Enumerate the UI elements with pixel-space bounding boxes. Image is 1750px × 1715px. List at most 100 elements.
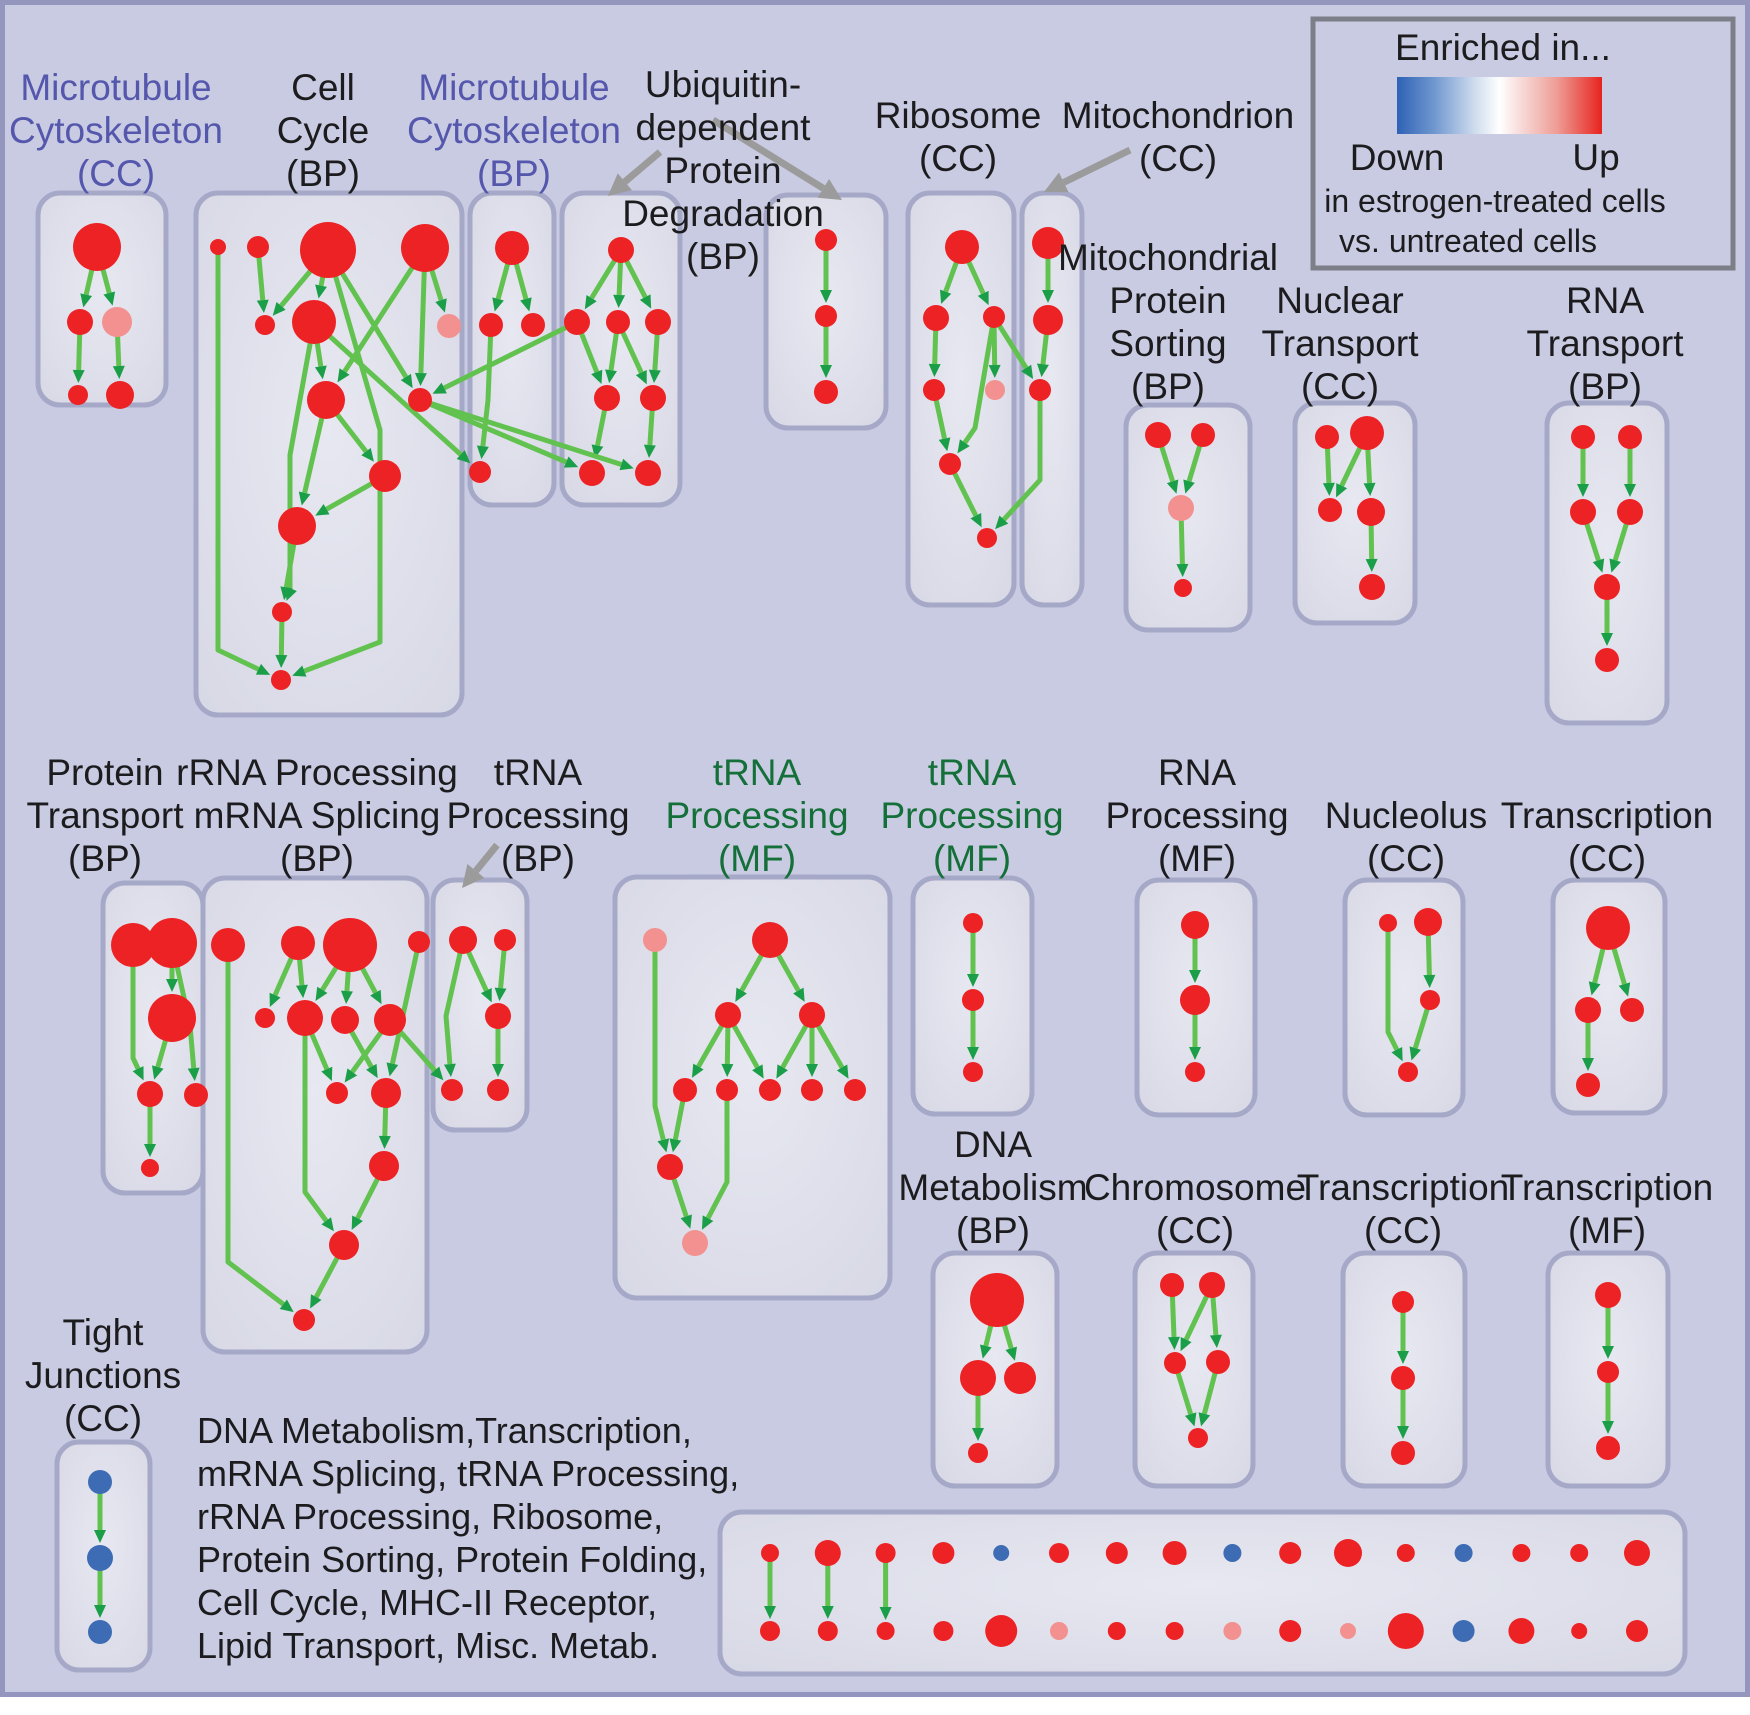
edge-r3-m3-head — [1021, 364, 1034, 380]
go-term-node-c4 — [401, 224, 449, 272]
edge-d1-d3-head — [1005, 1346, 1017, 1361]
go-term-node-bgB3 — [933, 1621, 954, 1641]
go-term-node-t1 — [1571, 425, 1595, 449]
edge-s3-s4-head — [1176, 563, 1189, 578]
edge-u2-c9 — [443, 319, 579, 391]
edge-b2-b4-head — [476, 445, 489, 460]
edge-v2-v3-head — [820, 365, 832, 378]
edge-f1-f10-head — [657, 1138, 670, 1153]
edge-n4-n5-head — [1365, 558, 1378, 573]
go-term-node-w2 — [1575, 997, 1601, 1023]
edge-x1-x3-head — [1168, 1336, 1180, 1351]
go-term-node-tb5 — [487, 1079, 509, 1101]
go-term-node-bgT5 — [1049, 1543, 1069, 1563]
go-term-node-t4 — [1617, 499, 1643, 525]
go-term-node-c6 — [292, 300, 336, 344]
go-term-node-x4 — [1206, 1350, 1230, 1374]
go-term-node-c10 — [369, 460, 401, 492]
label-rna-transport: RNA Transport (BP) — [1527, 280, 1685, 407]
edge-j2-j3-head — [94, 1605, 106, 1618]
edge-z1-z2-head — [1602, 1346, 1614, 1359]
edge-q2-q6-head — [295, 984, 308, 999]
edge-x4-x5-head — [1198, 1412, 1211, 1427]
go-term-node-n2 — [1350, 416, 1384, 450]
go-term-node-n4 — [1357, 498, 1385, 526]
label-rna-processing-mf: RNA Processing (MF) — [1105, 752, 1288, 879]
edge-h2-h3-head — [1189, 1047, 1201, 1060]
edge-u2-c9-head — [432, 382, 447, 394]
go-term-node-x5 — [1188, 1428, 1208, 1448]
edge-c8-c10-head — [361, 447, 374, 462]
edge-c1-c13-head — [255, 663, 271, 675]
edge-q4-q10 — [389, 941, 422, 1065]
go-term-node-p1 — [111, 923, 155, 967]
go-term-node-tb3 — [485, 1003, 511, 1029]
go-term-node-f2 — [752, 922, 788, 958]
edge-a2-a4-head — [72, 369, 85, 384]
edge-c10-c11-head — [315, 503, 330, 516]
go-term-node-f6 — [716, 1079, 738, 1101]
go-term-node-f10 — [657, 1154, 683, 1180]
go-term-node-r2 — [923, 305, 949, 331]
go-term-node-x3 — [1164, 1352, 1186, 1374]
edge-q12-q13-head — [310, 1294, 322, 1309]
edge-k3-k4-head — [1409, 1046, 1422, 1061]
box-trna-processing-mf-1 — [612, 874, 893, 1301]
go-term-node-u3 — [606, 310, 630, 334]
go-term-node-d4 — [968, 1443, 988, 1463]
go-term-node-r7 — [977, 528, 997, 548]
edge-q11-q12-head — [351, 1215, 363, 1230]
edge-c4-c8 — [342, 246, 428, 373]
edge-f1-f10 — [652, 940, 666, 1141]
go-term-node-r3 — [983, 306, 1005, 328]
edge-w2-w4-head — [1582, 1058, 1594, 1071]
edge-c3-c5-head — [272, 301, 286, 316]
go-term-node-u7 — [579, 460, 605, 486]
go-term-node-bgB8 — [1223, 1622, 1242, 1640]
edge-f6-f11 — [705, 1090, 730, 1220]
label-microtubule-cytoskeleton-bp: Microtubule Cytoskeleton (BP) — [407, 67, 621, 194]
go-term-node-n1 — [1315, 425, 1339, 449]
go-term-node-k4 — [1398, 1062, 1418, 1082]
go-term-node-r1 — [945, 230, 979, 264]
edge-q3-q6-head — [315, 986, 328, 1001]
go-term-node-tb4 — [441, 1079, 463, 1101]
edge-f4-f8-head — [806, 1064, 818, 1077]
go-term-node-bgT13 — [1512, 1544, 1531, 1562]
go-term-node-z2 — [1597, 1361, 1619, 1383]
edge-f10-f11-head — [680, 1214, 692, 1229]
label-chromosome: Chromosome (CC) — [1084, 1167, 1306, 1251]
legend-layer: Enriched in... Down Up in estrogen-treated … — [1310, 16, 1736, 271]
go-term-node-c5 — [255, 315, 275, 335]
go-term-node-u1 — [608, 237, 634, 263]
go-term-node-tb2 — [494, 929, 516, 951]
edge-n1-n3-head — [1322, 482, 1335, 497]
label-mitochondrion: Mitochondrion (CC) — [1062, 95, 1294, 179]
go-term-node-j2 — [87, 1545, 113, 1571]
go-term-node-b3 — [521, 313, 545, 337]
edge-u1-u4-head — [639, 294, 652, 309]
go-term-node-m2 — [1033, 305, 1063, 335]
edge-u3-u6-head — [635, 370, 647, 385]
edge-q6-q12 — [302, 1018, 329, 1223]
go-term-node-f3 — [715, 1002, 741, 1028]
go-term-node-s2 — [1191, 423, 1215, 447]
edge-g2-g3-head — [967, 1047, 979, 1060]
edge-g1-g2-head — [967, 974, 979, 987]
go-term-node-g1 — [963, 913, 983, 933]
box-rna-transport — [1544, 400, 1670, 726]
go-term-node-n3 — [1318, 498, 1342, 522]
label-protein-transport: Protein Transport (BP) — [27, 752, 185, 879]
pointer-mitochondrion-head — [1044, 172, 1069, 193]
go-term-node-q1 — [211, 928, 245, 962]
label-trna-processing-mf-1: tRNA Processing (MF) — [665, 752, 848, 879]
edge-a1-a2-head — [80, 293, 93, 308]
go-term-node-a3 — [102, 307, 132, 337]
go-term-node-t6 — [1595, 648, 1619, 672]
go-term-node-c2 — [247, 236, 269, 258]
box-transcription-cc-1 — [1550, 877, 1668, 1116]
edge-f6-f11-head — [701, 1215, 714, 1230]
go-term-node-p4 — [137, 1081, 163, 1107]
